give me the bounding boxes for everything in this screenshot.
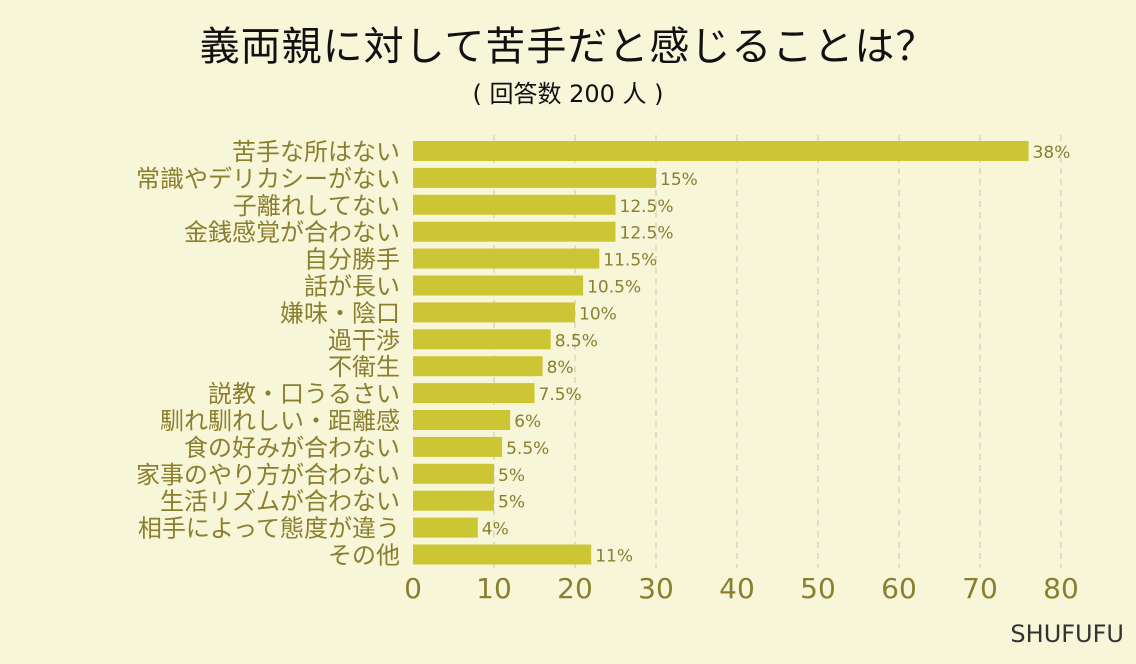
- category-label: 苦手な所はない: [232, 138, 400, 166]
- bars: [413, 141, 1029, 565]
- x-tick-label: 80: [1043, 572, 1079, 605]
- category-label: 食の好みが合わない: [184, 434, 400, 462]
- bar: [413, 517, 478, 538]
- data-label: 12.5%: [620, 224, 674, 244]
- x-tick-label: 10: [476, 572, 512, 605]
- data-label: 4%: [482, 520, 509, 540]
- bar: [413, 436, 503, 457]
- x-tick-label: 70: [962, 572, 998, 605]
- data-label: 8%: [547, 358, 574, 378]
- x-tick-label: 20: [557, 572, 593, 605]
- bar: [413, 383, 535, 404]
- bar: [413, 463, 494, 484]
- bar: [413, 329, 551, 350]
- category-label: 子離れしてない: [233, 192, 400, 220]
- bar: [413, 167, 656, 188]
- data-label: 10%: [579, 304, 617, 324]
- data-label: 12.5%: [620, 197, 674, 217]
- category-label: 過干渉: [328, 326, 400, 354]
- chart-title: 義両親に対して苦手だと感じることは？: [199, 24, 937, 70]
- data-label: 7.5%: [539, 385, 582, 405]
- category-label: 常識やデリカシーがない: [136, 165, 400, 193]
- bar: [413, 410, 511, 430]
- category-label: 説教・口うるさい: [208, 380, 400, 408]
- bar: [413, 302, 575, 323]
- category-label: 不衛生: [328, 353, 400, 381]
- data-label: 11.5%: [603, 251, 657, 271]
- data-label: 15%: [660, 170, 698, 190]
- category-label: 金銭感覚が合わない: [184, 219, 400, 247]
- category-label: 自分勝手: [304, 246, 400, 274]
- category-label: 生活リズムが合わない: [160, 488, 400, 516]
- x-tick-label: 50: [800, 572, 836, 605]
- bar: [413, 141, 1029, 161]
- bar: [413, 248, 600, 269]
- category-label: その他: [328, 542, 400, 570]
- x-tick-label: 30: [638, 572, 674, 605]
- data-label: 8.5%: [555, 331, 598, 351]
- category-label: 家事のやり方が合わない: [136, 461, 400, 489]
- data-label: 5%: [498, 493, 525, 513]
- data-label: 5.5%: [506, 439, 549, 459]
- x-tick-label: 60: [881, 572, 917, 605]
- category-label: 話が長い: [304, 273, 400, 301]
- bar: [413, 490, 494, 511]
- data-label: 38%: [1033, 143, 1071, 163]
- x-tick-label: 0: [404, 572, 422, 605]
- chart-subtitle: ( 回答数 200 人 ): [472, 80, 664, 108]
- bar: [413, 275, 584, 296]
- data-label: 6%: [514, 412, 541, 432]
- brand-logo: SHUFUFU: [1010, 620, 1124, 648]
- bar: [413, 544, 592, 565]
- bar: [413, 356, 543, 377]
- data-label: 11%: [595, 547, 633, 567]
- data-label: 5%: [498, 466, 525, 486]
- x-tick-label: 40: [719, 572, 755, 605]
- x-axis-ticks: 0 10 20 30 40 50 60 70 80: [404, 572, 1079, 605]
- data-labels: 38% 15% 12.5% 12.5% 11.5% 10.5% 10% 8.5% 8% 7.5% 6…: [482, 143, 1071, 567]
- bar: [413, 194, 616, 215]
- category-label: 相手によって態度が違う: [138, 515, 400, 543]
- category-label: 嫌味・陰口: [280, 299, 400, 327]
- category-labels: 苦手な所はない常識やデリカシーがない子離れしてない金銭感覚が合わない自分勝手話が…: [136, 138, 400, 570]
- bar: [413, 221, 616, 242]
- category-label: 馴れ馴れしい・距離感: [160, 407, 400, 435]
- data-label: 10.5%: [587, 278, 641, 298]
